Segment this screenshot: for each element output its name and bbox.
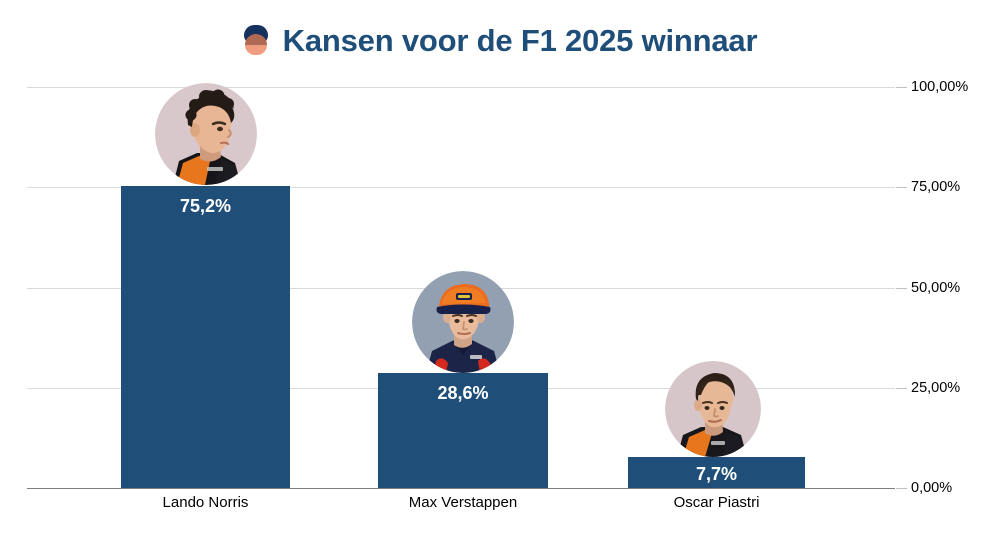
ytick-mark-100 [896,87,907,88]
bar-oscar-piastri[interactable] [628,457,805,488]
chart-title: Kansen voor de F1 2025 winnaar [282,22,758,58]
chart-header: Kansen voor de F1 2025 winnaar [0,16,1000,64]
ytick-label-25: 25,00% [911,380,961,396]
bar-value-max-verstappen: 28,6% [437,383,489,403]
bar-value-oscar-piastri: 7,7% [695,464,738,484]
xtick-label-max-verstappen: Max Verstappen [408,494,518,511]
ytick-mark-50 [896,288,907,289]
ytick-label-50: 50,00% [911,280,961,296]
xtick-label-oscar-piastri: Oscar Piastri [673,494,760,511]
xtick-label-lando-norris: Lando Norris [162,494,249,511]
driver-helmet-icon [243,24,269,56]
gridline-75 [27,187,895,188]
ytick-mark-75 [896,187,907,188]
ytick-mark-0 [896,488,907,489]
ytick-label-75: 75,00% [911,179,961,195]
oscar-piastri-avatar [665,361,761,457]
bar-lando-norris[interactable] [121,186,290,488]
ytick-label-100: 100,00% [911,79,969,95]
ytick-label-0: 0,00% [911,480,953,496]
ytick-mark-25 [896,388,907,389]
gridline-100 [27,87,895,88]
bar-max-verstappen[interactable] [378,373,548,488]
lando-norris-avatar [155,83,257,185]
max-verstappen-avatar [412,271,514,373]
axis-baseline [27,488,895,489]
bar-value-lando-norris: 75,2% [179,196,232,216]
